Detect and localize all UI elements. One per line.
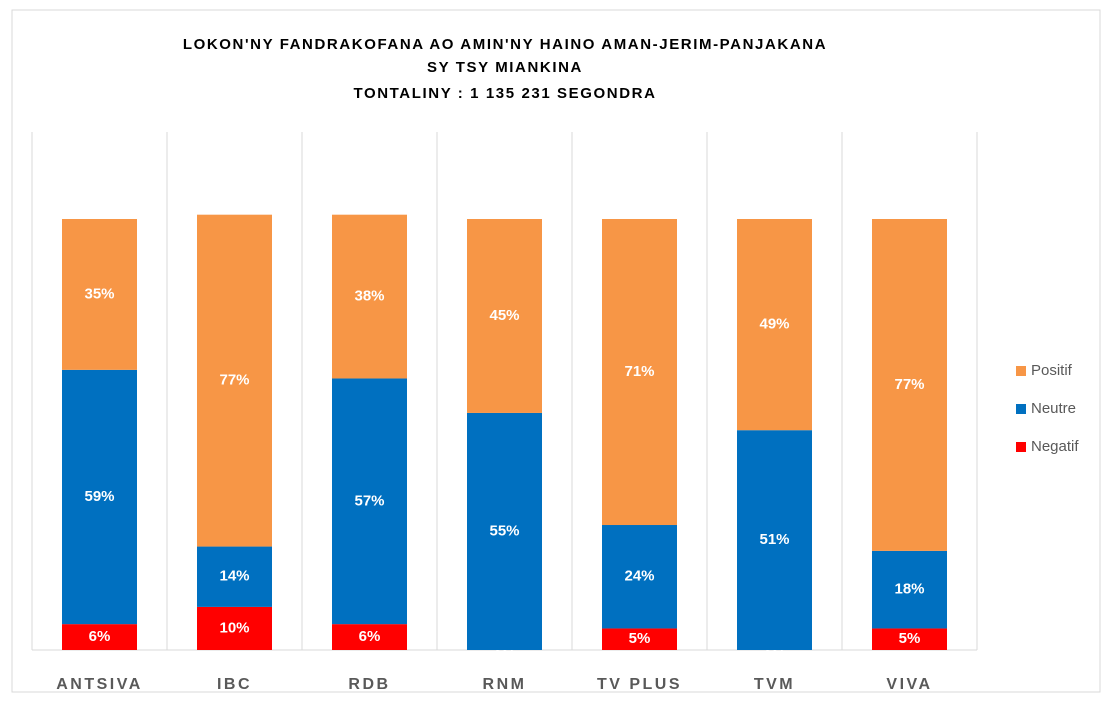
data-label: 55% bbox=[489, 522, 519, 539]
bar-segment bbox=[872, 628, 947, 650]
data-label: 6% bbox=[89, 628, 111, 645]
data-label: 5% bbox=[629, 630, 651, 647]
data-label: 71% bbox=[624, 363, 654, 380]
bar-segment bbox=[332, 378, 407, 625]
legend-swatch bbox=[1016, 442, 1026, 452]
data-label: 10% bbox=[219, 619, 249, 636]
data-label: 49% bbox=[759, 316, 789, 333]
x-tick-label: RNM bbox=[483, 676, 527, 693]
bar-segment bbox=[62, 369, 137, 625]
bar-segment bbox=[467, 219, 542, 413]
data-label: 5% bbox=[899, 630, 921, 647]
bar-segment bbox=[332, 214, 407, 379]
legend-swatch bbox=[1016, 366, 1026, 376]
bar-segment bbox=[62, 624, 137, 650]
chart-title: TONTALINY : 1 135 231 SEGONDRA bbox=[353, 85, 656, 102]
data-label: 77% bbox=[219, 372, 249, 389]
bar-segment bbox=[62, 219, 137, 370]
data-label: 57% bbox=[354, 492, 384, 509]
bar-segment bbox=[737, 219, 812, 431]
x-tick-label: VIVA bbox=[886, 676, 932, 693]
x-tick-label: IBC bbox=[217, 676, 252, 693]
bar-segment bbox=[602, 628, 677, 650]
data-label: 45% bbox=[489, 307, 519, 324]
bar-segment bbox=[332, 624, 407, 650]
chart-title: LOKON'NY FANDRAKOFANA AO AMIN'NY HAINO A… bbox=[183, 36, 827, 53]
chart-title: SY TSY MIANKINA bbox=[427, 59, 583, 76]
bar-segment bbox=[197, 546, 272, 607]
data-label: 6% bbox=[359, 628, 381, 645]
bar-segment bbox=[197, 606, 272, 650]
bar-segment bbox=[602, 525, 677, 629]
legend-label: Neutre bbox=[1031, 400, 1076, 417]
data-label: 59% bbox=[84, 488, 114, 505]
legend-label: Negatif bbox=[1031, 438, 1079, 455]
bar-segment bbox=[197, 214, 272, 547]
data-label: 24% bbox=[624, 568, 654, 585]
x-tick-label: TV PLUS bbox=[597, 676, 682, 693]
data-label: 18% bbox=[894, 581, 924, 598]
legend-label: Positif bbox=[1031, 362, 1073, 379]
data-label: 38% bbox=[354, 288, 384, 305]
data-label: 51% bbox=[759, 531, 789, 548]
bar-segment bbox=[737, 430, 812, 650]
x-tick-label: TVM bbox=[754, 676, 795, 693]
data-label: 14% bbox=[219, 568, 249, 585]
data-label: 0% bbox=[764, 647, 786, 664]
data-label: 35% bbox=[84, 285, 114, 302]
bar-segment bbox=[467, 412, 542, 650]
x-tick-label: RDB bbox=[348, 676, 390, 693]
bar-segment bbox=[602, 219, 677, 526]
data-label: 77% bbox=[894, 376, 924, 393]
bar-segment bbox=[872, 550, 947, 629]
data-label: 0% bbox=[494, 647, 516, 664]
x-tick-label: ANTSIVA bbox=[56, 676, 143, 693]
legend-swatch bbox=[1016, 404, 1026, 414]
bar-segment bbox=[872, 219, 947, 551]
